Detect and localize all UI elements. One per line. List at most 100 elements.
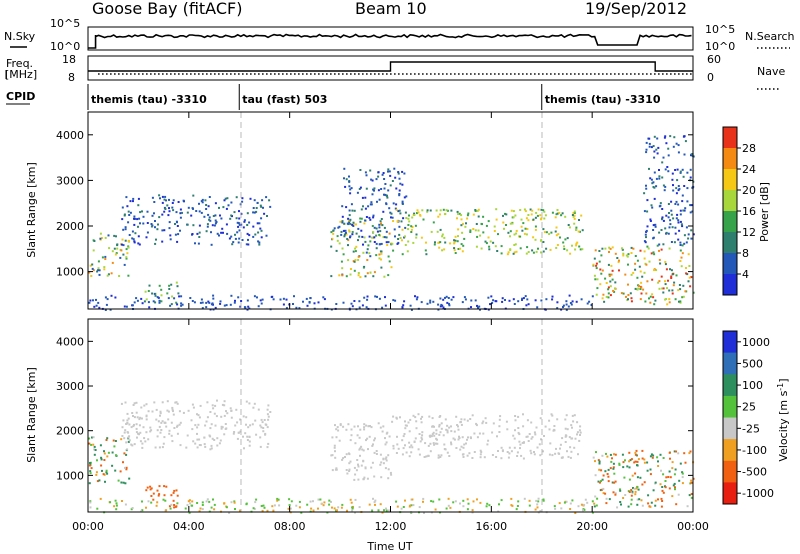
data-cell	[621, 453, 624, 456]
data-cell	[375, 453, 378, 455]
data-cell	[437, 308, 440, 311]
data-cell	[492, 299, 495, 302]
data-cell	[380, 218, 383, 220]
data-cell	[670, 277, 673, 279]
data-cell	[466, 419, 469, 422]
data-cell	[347, 423, 350, 426]
data-cell	[138, 217, 141, 220]
data-cell	[677, 219, 680, 222]
data-cell	[560, 308, 563, 311]
data-cell	[645, 151, 648, 154]
data-cell	[443, 248, 446, 251]
data-cell	[426, 302, 429, 305]
data-cell	[678, 229, 681, 232]
data-cell	[378, 226, 381, 229]
data-cell	[262, 430, 265, 433]
data-cell	[461, 436, 464, 439]
data-cell	[230, 235, 233, 238]
data-cell	[653, 150, 656, 153]
data-cell	[227, 204, 230, 207]
data-cell	[334, 424, 336, 427]
data-cell	[363, 222, 366, 225]
data-cell	[390, 266, 393, 269]
data-cell	[232, 241, 235, 244]
velocity-panel-bg	[88, 319, 693, 512]
data-cell	[159, 197, 161, 200]
data-cell	[649, 218, 652, 221]
data-cell	[692, 291, 695, 294]
data-cell	[172, 413, 175, 416]
data-cell	[415, 427, 418, 430]
data-cell	[364, 219, 367, 222]
data-cell	[461, 231, 464, 234]
data-cell	[682, 209, 685, 212]
data-cell	[124, 466, 126, 469]
data-cell	[137, 235, 140, 238]
data-cell	[188, 499, 191, 502]
data-cell	[339, 424, 342, 427]
data-cell	[317, 498, 320, 501]
data-cell	[445, 295, 448, 298]
data-cell	[179, 212, 182, 215]
data-cell	[564, 427, 567, 430]
data-cell	[658, 169, 660, 171]
data-cell	[514, 243, 517, 246]
data-cell	[337, 226, 340, 229]
data-cell	[680, 223, 683, 226]
data-cell	[682, 295, 685, 298]
data-cell	[163, 494, 166, 497]
data-cell	[308, 301, 311, 303]
colorbar-tick-label: 25	[742, 401, 756, 414]
data-cell	[353, 269, 356, 272]
data-cell	[208, 301, 211, 304]
data-cell	[348, 468, 351, 471]
data-cell	[669, 457, 671, 460]
data-cell	[133, 443, 136, 446]
data-cell	[686, 171, 689, 174]
data-cell	[415, 236, 418, 239]
power-colorbar-label: Power [dB]	[758, 182, 771, 242]
data-cell	[667, 476, 670, 478]
data-cell	[563, 248, 566, 250]
data-cell	[438, 425, 441, 428]
data-cell	[556, 212, 559, 215]
colorbar-swatch	[723, 211, 737, 233]
y-tick-label: 2000	[56, 220, 84, 233]
data-cell	[670, 269, 673, 272]
data-cell	[333, 507, 336, 510]
data-cell	[517, 300, 520, 303]
data-cell	[656, 152, 659, 155]
data-cell	[154, 226, 156, 229]
data-cell	[605, 497, 608, 500]
data-cell	[378, 257, 381, 260]
data-cell	[348, 214, 351, 217]
data-cell	[484, 240, 487, 243]
data-cell	[687, 237, 690, 240]
data-cell	[648, 137, 651, 140]
data-cell	[248, 402, 251, 405]
data-cell	[432, 300, 435, 303]
data-cell	[331, 237, 334, 240]
data-cell	[347, 452, 350, 455]
data-cell	[92, 249, 95, 252]
data-cell	[570, 450, 573, 453]
data-cell	[560, 507, 563, 510]
data-cell	[363, 296, 366, 299]
data-cell	[157, 223, 159, 226]
data-cell	[201, 201, 204, 204]
data-cell	[602, 487, 605, 490]
data-cell	[685, 241, 688, 244]
data-cell	[165, 509, 168, 512]
data-cell	[186, 211, 189, 214]
data-cell	[479, 453, 482, 456]
data-cell	[565, 500, 568, 503]
data-cell	[622, 252, 625, 255]
data-cell	[575, 242, 578, 245]
data-cell	[382, 458, 385, 461]
data-cell	[510, 450, 513, 453]
data-cell	[405, 217, 408, 219]
data-cell	[132, 200, 134, 203]
data-cell	[209, 411, 212, 413]
data-cell	[169, 238, 172, 241]
data-cell	[403, 236, 406, 239]
